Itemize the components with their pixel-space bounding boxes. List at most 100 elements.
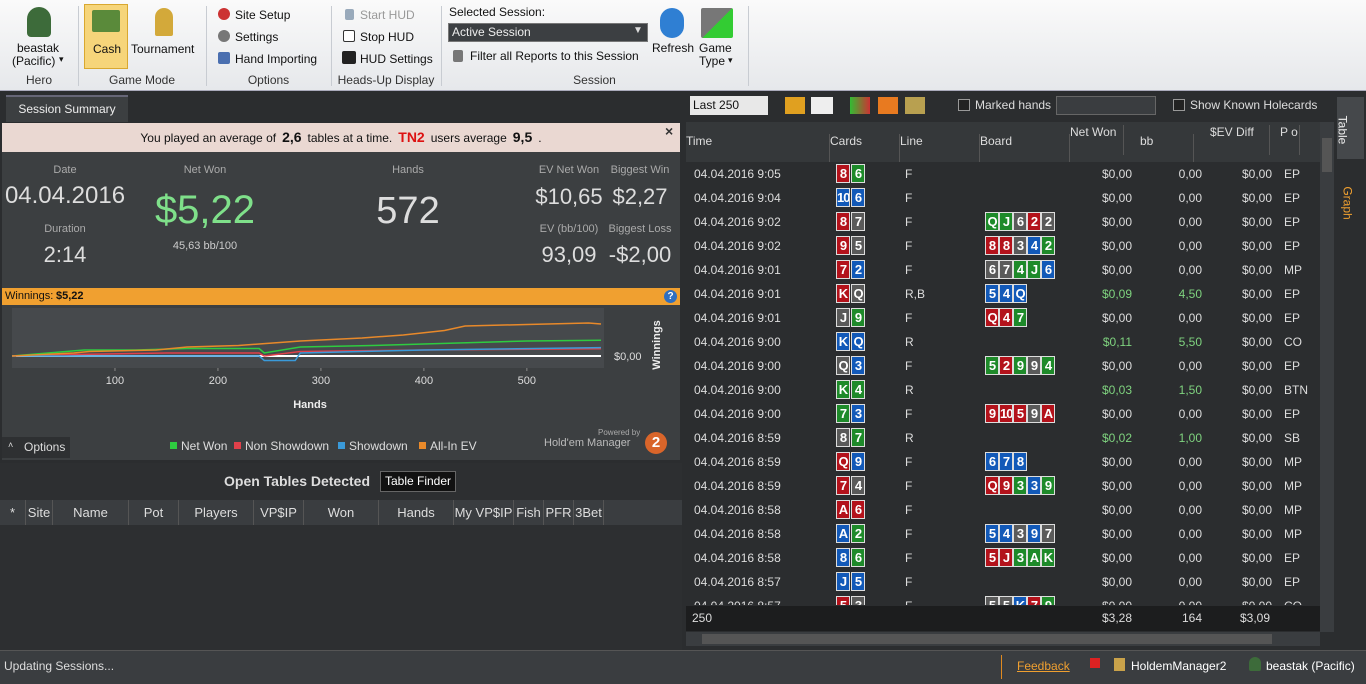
series-line (12, 346, 602, 362)
h-thumb[interactable] (702, 634, 1272, 644)
card: 5 (985, 596, 999, 605)
card: 4 (1027, 236, 1041, 255)
session-select[interactable] (448, 23, 648, 42)
line-cell: R (905, 335, 914, 349)
options-item[interactable]: Site Setup (235, 8, 291, 22)
net-cell: $0,00 (1101, 575, 1132, 589)
column-header[interactable]: VP$IP (254, 500, 304, 525)
x-tick-label: 100 (106, 375, 124, 387)
column-header[interactable]: 3Bet (574, 500, 604, 525)
series-line (11, 322, 602, 357)
v-scrollbar[interactable] (1320, 122, 1334, 632)
line-cell: F (905, 215, 913, 229)
line-cell: F (905, 239, 913, 253)
column-header[interactable]: P o (1280, 125, 1300, 155)
icon (345, 9, 354, 20)
card: 6 (851, 164, 865, 183)
tb-icon[interactable] (905, 97, 925, 114)
column-header[interactable]: Hands (379, 500, 454, 525)
column-header[interactable]: Net Won (1070, 125, 1124, 155)
line-cell: R (905, 383, 914, 397)
refresh-button[interactable]: Refresh (652, 41, 695, 55)
legend-label: Showdown (349, 439, 408, 453)
tb-icon[interactable] (878, 97, 898, 114)
session-select-text[interactable]: Active Session (452, 25, 531, 39)
column-header[interactable]: $EV Diff (1210, 125, 1270, 155)
session-summary-tab[interactable]: Session Summary (6, 95, 128, 122)
hud-item[interactable]: HUD Settings (360, 52, 433, 66)
column-header[interactable]: Players (179, 500, 254, 525)
column-header[interactable]: Time (686, 134, 830, 164)
checkbox[interactable] (1173, 99, 1185, 111)
options-button[interactable]: Options (2, 437, 70, 458)
net-cell: $0,00 (1101, 191, 1132, 205)
card: 4 (999, 284, 1013, 303)
game-type-button[interactable]: Type (699, 54, 726, 68)
side-tab-label[interactable]: Graph (1340, 186, 1355, 220)
hands-body: 04.04.2016 9:05 8 6 F $0,00 0,00 $0,00 EP 04.04.… (686, 162, 1320, 605)
tb-icon[interactable] (850, 97, 870, 114)
ev-cell: $0,00 (1241, 479, 1272, 493)
options-item[interactable]: Settings (235, 30, 279, 44)
hud-item[interactable]: Stop HUD (360, 30, 415, 44)
status-message: Updating Sessions... (4, 659, 115, 673)
stat-label: Biggest Loss (608, 223, 672, 235)
group-label: Hero (25, 73, 52, 87)
feedback-link[interactable]: Feedback (1017, 659, 1070, 673)
filter-item[interactable]: Filter all Reports to this Session (470, 49, 639, 63)
hero-name[interactable]: beastak (17, 41, 60, 55)
card: 6 (985, 260, 999, 279)
logo: 2 (645, 432, 667, 454)
help-icon[interactable]: ? (664, 290, 677, 303)
side-tab[interactable] (1337, 97, 1364, 159)
tb-icon[interactable] (785, 97, 805, 114)
column-header[interactable]: bb (1140, 134, 1194, 164)
time-cell: 04.04.2016 8:59 (694, 431, 781, 445)
tb-icon[interactable] (811, 97, 833, 114)
column-header[interactable]: Site (26, 500, 53, 525)
column-header[interactable]: Pot (129, 500, 179, 525)
marked-select[interactable] (1056, 96, 1156, 115)
card: 10 (836, 188, 850, 207)
tournament-button[interactable]: Tournament (131, 42, 195, 56)
column-header[interactable]: Name (53, 500, 129, 525)
line-cell: F (905, 503, 913, 517)
column-header[interactable]: Line (900, 134, 980, 164)
hud-item[interactable]: Start HUD (360, 8, 415, 22)
user-name[interactable]: beastak (Pacific) (1266, 659, 1355, 673)
cash-button[interactable]: Cash (93, 42, 122, 56)
side-tab-label[interactable]: Table (1335, 115, 1350, 145)
range-select[interactable]: Last 250 (690, 96, 768, 115)
ev-cell: $0,00 (1241, 215, 1272, 229)
card: 5 (985, 356, 999, 375)
ev-cell: $0,00 (1241, 263, 1272, 277)
user-icon (1249, 657, 1261, 671)
checkbox[interactable] (958, 99, 970, 111)
options-item[interactable]: Hand Importing (235, 52, 318, 66)
card: 9 (985, 404, 999, 423)
net-cell: $0,00 (1101, 239, 1132, 253)
column-header[interactable]: Cards (830, 134, 900, 164)
close-button[interactable]: × (665, 123, 674, 139)
pos-cell: EP (1284, 239, 1301, 253)
footer-cell: $3,09 (1239, 611, 1270, 625)
game-type-button[interactable]: Game (699, 41, 732, 55)
stat-label: Hands (392, 164, 424, 176)
column-header[interactable]: Won (304, 500, 379, 525)
column-header[interactable]: * (0, 500, 26, 525)
column-header[interactable]: Fish (514, 500, 544, 525)
v-thumb[interactable] (1322, 138, 1332, 172)
stat-label: Duration (44, 223, 86, 235)
column-header[interactable]: PFR (544, 500, 574, 525)
ev-cell: $0,00 (1212, 599, 1272, 605)
group-label: Options (247, 73, 290, 87)
column-header[interactable]: My VP$IP (454, 500, 514, 525)
table-finder-button[interactable]: Table Finder (380, 471, 456, 492)
pos-cell: BTN (1284, 383, 1308, 397)
time-cell: 04.04.2016 9:00 (694, 407, 781, 421)
notice-text: . (538, 131, 542, 145)
hero-site[interactable]: (Pacific) (12, 54, 56, 68)
net-cell: $0,00 (1101, 455, 1132, 469)
column-header[interactable]: Board (980, 134, 1070, 164)
